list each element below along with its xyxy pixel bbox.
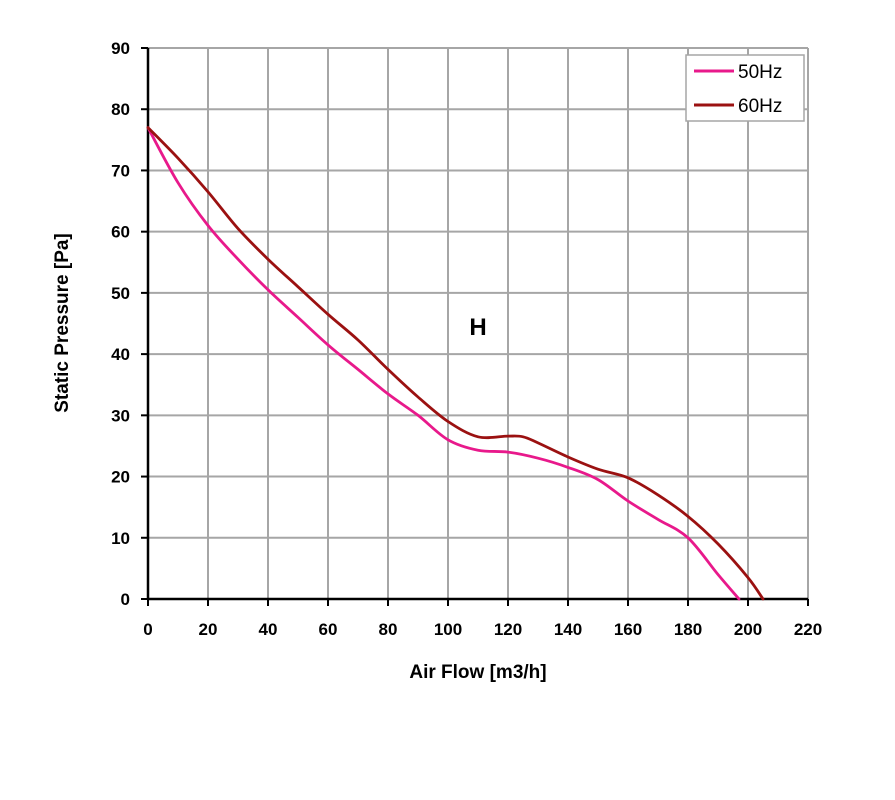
series-line-50hz (146, 126, 741, 601)
x-tick-label: 220 (794, 620, 822, 639)
y-tick-label: 0 (121, 590, 130, 609)
grid (148, 47, 809, 599)
x-axis-ticks: 0 20 40 60 80 100 120 140 160 180 200 220 (143, 599, 822, 639)
y-tick-label: 30 (111, 406, 130, 425)
legend-label: 60Hz (738, 96, 782, 117)
x-tick-label: 160 (614, 620, 642, 639)
x-tick-label: 20 (199, 620, 218, 639)
x-tick-label: 0 (143, 620, 152, 639)
y-axis-title: Static Pressure [Pa] (52, 233, 73, 413)
y-tick-label: 40 (111, 345, 130, 364)
x-tick-label: 180 (674, 620, 702, 639)
y-tick-label: 60 (111, 223, 130, 242)
y-axis-ticks: 0 10 20 30 40 50 60 70 80 90 (111, 39, 148, 609)
y-tick-label: 90 (111, 39, 130, 58)
x-axis-title: Air Flow [m3/h] (409, 662, 546, 683)
x-tick-label: 80 (379, 620, 398, 639)
y-tick-label: 50 (111, 284, 130, 303)
x-tick-label: 100 (434, 620, 462, 639)
y-tick-label: 10 (111, 529, 130, 548)
series-line-60hz (146, 126, 765, 601)
x-tick-label: 120 (494, 620, 522, 639)
y-tick-label: 70 (111, 161, 130, 180)
x-tick-label: 200 (734, 620, 762, 639)
x-tick-label: 140 (554, 620, 582, 639)
legend-box (685, 54, 805, 122)
legend-label: 50Hz (738, 62, 782, 83)
series-lines (146, 126, 765, 601)
y-tick-label: 80 (111, 100, 130, 119)
curve-annotation: H (469, 314, 486, 341)
legend: 50Hz 60Hz (685, 54, 805, 122)
y-tick-label: 20 (111, 468, 130, 487)
x-tick-label: 40 (259, 620, 278, 639)
x-tick-label: 60 (319, 620, 338, 639)
axes (146, 48, 808, 601)
